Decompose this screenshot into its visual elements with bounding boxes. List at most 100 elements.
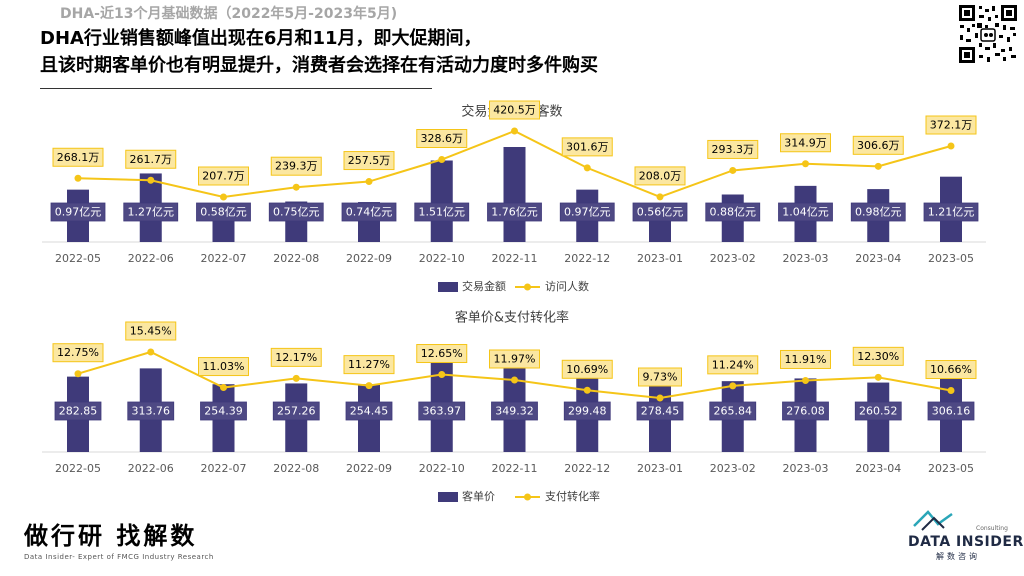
bar-value-label: 265.84	[714, 405, 753, 418]
qr-code-icon	[957, 3, 1019, 65]
x-tick-label: 2023-01	[637, 252, 683, 265]
bar-label-fill-2023-01	[637, 402, 683, 420]
legend-bar-label: 交易金额	[462, 279, 506, 293]
x-tick-label: 2022-06	[128, 462, 174, 475]
line-value-label: 12.30%	[857, 350, 899, 363]
line-label-box-2022-06	[125, 149, 177, 169]
bar-label-fill-2022-06	[123, 203, 178, 221]
line-value-label: 293.3万	[712, 143, 755, 156]
x-tick-label: 2022-07	[201, 252, 247, 265]
line-point-2022-12	[583, 386, 591, 394]
footer-tagline: Data Insider- Expert of FMCG Industry Re…	[24, 553, 214, 561]
line-point-2022-06	[147, 348, 155, 356]
line-label-box-2022-07	[198, 357, 249, 377]
x-tick-label: 2022-06	[128, 252, 174, 265]
line-point-2022-05	[74, 370, 82, 378]
line-point-2022-12	[583, 164, 591, 172]
legend-bar-swatch	[438, 282, 458, 292]
x-tick-label: 2022-08	[273, 252, 319, 265]
bar-value-label: 1.21亿元	[928, 206, 975, 219]
legend-line-label: 支付转化率	[545, 489, 600, 503]
line-value-label: 12.65%	[421, 347, 463, 360]
line-label-box-2022-09	[343, 151, 395, 171]
line-point-2023-02	[729, 166, 737, 174]
x-tick-label: 2022-10	[419, 252, 465, 265]
x-tick-label: 2023-05	[928, 252, 974, 265]
logo-chinese-name: 解数咨询	[936, 552, 980, 561]
bar-value-label: 0.97亿元	[55, 206, 102, 219]
bar-value-label: 257.26	[277, 405, 316, 418]
x-tick-label: 2022-09	[346, 252, 392, 265]
line-label-box-2023-02	[707, 355, 759, 375]
line-point-2022-09	[365, 382, 373, 390]
line-value-label: 268.1万	[57, 151, 100, 164]
line-value-label: 328.6万	[421, 132, 464, 145]
bar-label-fill-2023-05	[928, 402, 974, 420]
line-point-2022-05	[74, 174, 82, 182]
line-label-box-2023-05	[925, 360, 977, 380]
line-point-2023-01	[656, 394, 664, 402]
line-point-2023-04	[874, 373, 882, 381]
x-tick-label: 2022-05	[55, 462, 101, 475]
line-point-2023-02	[729, 382, 737, 390]
line-value-label: 239.3万	[275, 160, 318, 173]
x-tick-label: 2023-04	[855, 462, 901, 475]
line-label-box-2023-02	[707, 139, 759, 159]
line-label-box-2022-07	[198, 166, 249, 186]
line-value-label: 11.97%	[494, 352, 536, 365]
bar-label-fill-2023-03	[782, 402, 829, 420]
line-point-2022-10	[438, 156, 446, 164]
bar-label-fill-2022-10	[414, 203, 469, 221]
chart-aov-conversion: 客单价&支付转化率 282.85 313.76 254.39 257.26 254.45 3…	[42, 310, 986, 503]
footer-brand: 做行研 找解数	[24, 521, 198, 550]
line-value-label: 261.7万	[130, 153, 173, 166]
headline-divider	[40, 88, 432, 89]
line-value-label: 9.73%	[643, 371, 678, 384]
bar-label-fill-2023-04	[851, 203, 906, 221]
legend-line-marker	[524, 493, 531, 501]
headline-line-1: DHA行业销售额峰值出现在6月和11月，即大促期间，	[40, 28, 482, 49]
line-value-label: 257.5万	[348, 154, 391, 167]
line-label-box-2023-03	[780, 133, 831, 153]
bar-label-fill-2023-02	[709, 402, 756, 420]
bar-label-fill-2022-09	[342, 203, 396, 221]
line-value-label: 11.24%	[712, 358, 754, 371]
line-label-box-2023-01	[638, 367, 682, 387]
legend-line-label: 访问人数	[545, 280, 589, 293]
bar-value-label: 306.16	[932, 405, 971, 418]
x-tick-label: 2023-03	[783, 462, 829, 475]
x-tick-label: 2022-07	[201, 462, 247, 475]
bar-value-label: 278.45	[641, 405, 680, 418]
line-point-2022-08	[292, 374, 300, 382]
line-point-2023-01	[656, 193, 664, 201]
x-tick-label: 2022-08	[273, 462, 319, 475]
x-tick-label: 2022-10	[419, 462, 465, 475]
line-label-box-2022-08	[270, 156, 322, 176]
bar-label-fill-2023-02	[705, 203, 760, 221]
line-point-2022-07	[220, 384, 227, 392]
bar-value-label: 299.48	[568, 405, 607, 418]
x-tick-label: 2023-03	[783, 252, 829, 265]
line-value-label: 11.91%	[785, 353, 827, 366]
line-point-2023-03	[802, 376, 809, 384]
line-point-2022-11	[511, 127, 518, 135]
bar-value-label: 1.51亿元	[419, 206, 466, 219]
line-point-2023-04	[874, 162, 882, 170]
bar-label-fill-2022-08	[269, 203, 324, 221]
line-value-label: 10.69%	[566, 363, 608, 376]
bar-value-label: 313.76	[132, 405, 171, 418]
bar-value-label: 260.52	[859, 405, 898, 418]
bar-2022-10	[430, 160, 453, 242]
bar-value-label: 0.97亿元	[564, 206, 611, 219]
bar-label-fill-2022-07	[196, 203, 251, 221]
bar-value-label: 363.97	[423, 405, 462, 418]
line-value-label: 207.7万	[202, 170, 245, 183]
headline-line-2: 且该时期客单价也有明显提升，消费者会选择在有活动力度时多件购买	[40, 55, 598, 76]
x-tick-label: 2022-11	[492, 252, 538, 265]
line-point-2022-07	[220, 193, 227, 201]
line-label-box-2022-12	[561, 137, 613, 157]
company-logo: Consulting DATA INSIDER 解数咨询	[908, 508, 1023, 568]
bar-label-fill-2022-12	[560, 203, 615, 221]
bar-label-fill-2023-01	[633, 203, 687, 221]
bar-value-label: 1.04亿元	[782, 206, 829, 219]
